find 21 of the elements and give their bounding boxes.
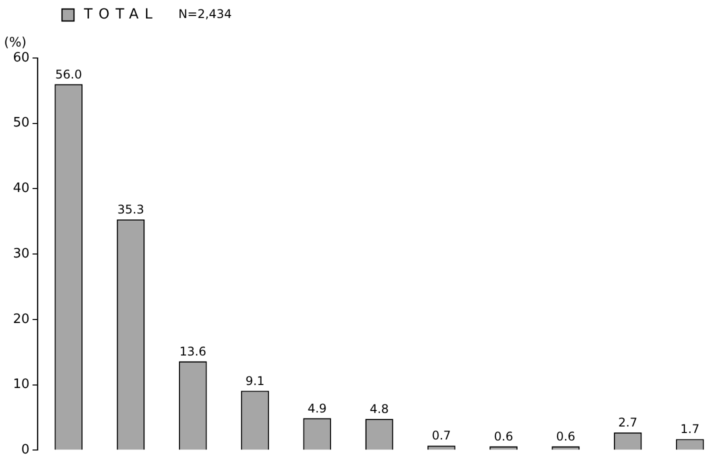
- legend-label: TOTAL: [83, 6, 158, 23]
- y-tick-label: 10: [12, 377, 30, 392]
- text: N=2,434: [178, 7, 232, 22]
- data-label: 4.8: [370, 402, 389, 416]
- y-axis-title: (%): [4, 35, 26, 50]
- data-label: 56.0: [55, 67, 82, 82]
- data-label: 35.3: [117, 202, 144, 217]
- data-label: 2.7: [618, 416, 638, 430]
- y-tick-label: 20: [12, 312, 30, 327]
- data-label: 0.6: [494, 429, 514, 444]
- data-label: 0.6: [556, 429, 576, 444]
- y-tick-label: 50: [12, 116, 30, 131]
- data-label: 1.7: [680, 422, 700, 436]
- y-tick-label: 0: [21, 442, 30, 458]
- y-tick-label: 30: [12, 246, 30, 262]
- data-label: 4.9: [308, 401, 327, 416]
- y-tick-label: 60: [12, 50, 30, 66]
- data-label: 0.7: [432, 428, 451, 443]
- data-label: 9.1: [245, 374, 265, 388]
- y-tick-label: 40: [12, 181, 30, 196]
- data-label: 13.6: [180, 344, 206, 358]
